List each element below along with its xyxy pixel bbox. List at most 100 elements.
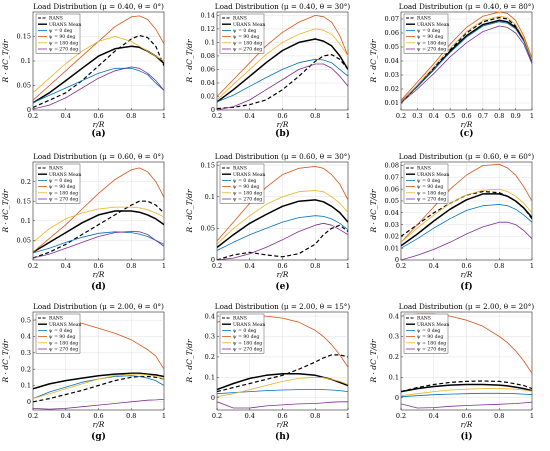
series-line-5 — [401, 15, 532, 102]
x-tick-label: 0.6 — [277, 262, 287, 270]
y-tick-label: 0.3 — [389, 333, 399, 341]
y-tick-label: 0.2 — [21, 365, 31, 373]
series-line-5 — [33, 373, 164, 399]
y-tick-label: 0.15 — [17, 197, 31, 205]
y-tick-label: 0.05 — [385, 43, 399, 51]
legend-entry: RANS — [417, 16, 431, 22]
series-line-3 — [217, 58, 348, 103]
legend-entry: URANS Mean — [417, 172, 449, 178]
x-tick-label: 0.2 — [396, 412, 406, 420]
panel-caption: (d) — [91, 282, 106, 292]
series-group — [33, 318, 164, 410]
y-tick-label: 0.1 — [205, 193, 215, 201]
x-tick-label: 1 — [346, 112, 350, 120]
y-axis-label: R · dC_T/dr — [185, 339, 194, 383]
legend-entry: ψ = 270 deg — [233, 197, 262, 203]
series-line-4 — [33, 15, 164, 101]
legend-entry: ψ = 180 deg — [417, 190, 446, 196]
x-axis-label: r/R — [277, 270, 289, 279]
legend-entry: ψ = 0 deg — [49, 178, 72, 184]
chart-panel-6: 0.2 0.4 0.6 0.8 1 0 0.01 0.02 0.03 0.04 0.05 0.06 0.… — [369, 152, 534, 279]
legend-entry: ψ = 0 deg — [417, 28, 440, 34]
legend-entry: ψ = 180 deg — [417, 40, 446, 46]
legend-entry: ψ = 270 deg — [49, 197, 78, 203]
legend-entry: ψ = 90 deg — [417, 184, 443, 190]
y-tick-label: 0.3 — [205, 333, 215, 341]
series-group — [217, 15, 348, 110]
legend-entry: ψ = 270 deg — [417, 47, 446, 53]
y-tick-label: 0.04 — [201, 79, 215, 87]
legend-box — [403, 163, 449, 204]
y-tick-label: 0.03 — [385, 221, 399, 229]
legend-entry: ψ = 90 deg — [417, 334, 443, 340]
x-tick-label: 0.9 — [510, 112, 520, 120]
x-axis-label: r/R — [277, 120, 289, 129]
chart-title: Load Distribution (μ = 0.60, θ = 0°) — [33, 152, 164, 161]
series-line-4 — [401, 164, 532, 243]
y-axis-label: R · dC_T/dr — [369, 339, 378, 383]
legend-entry: URANS Mean — [49, 22, 81, 28]
y-tick-label: 0.02 — [385, 85, 399, 93]
x-tick-label: 0.4 — [245, 412, 255, 420]
x-tick-label: 0.4 — [61, 112, 71, 120]
y-tick-label: 0.08 — [385, 162, 399, 170]
chart-title: Load Distribution (μ = 0.60, θ = 30°) — [215, 152, 351, 161]
legend-entry: ψ = 180 deg — [233, 340, 262, 346]
y-tick-label: 0 — [395, 256, 399, 264]
panel-caption: (c) — [459, 129, 474, 139]
legend-entry: ψ = 270 deg — [417, 347, 446, 353]
legend-entry: ψ = 270 deg — [49, 347, 78, 353]
panel-caption: (i) — [460, 432, 473, 442]
chart-title: Load Distribution (μ = 0.40, θ = 80°) — [399, 2, 535, 11]
y-tick-label: 0.4 — [389, 312, 399, 320]
y-axis-label: R · dC_T/dr — [185, 189, 194, 233]
series-line-5 — [217, 28, 348, 101]
x-tick-label: 0.2 — [212, 412, 222, 420]
x-tick-label: 0.2 — [396, 262, 406, 270]
series-line-5 — [217, 376, 348, 398]
y-tick-label: 0 — [211, 394, 215, 402]
series-line-6 — [33, 66, 164, 110]
x-tick-label: 0.8 — [310, 112, 320, 120]
legend-entry: ψ = 180 deg — [417, 340, 446, 346]
legend-entry: RANS — [417, 166, 431, 172]
x-tick-label: 0.6 — [277, 412, 287, 420]
x-tick-label: 0.6 — [93, 262, 103, 270]
series-line-3 — [33, 231, 164, 254]
x-tick-label: 1 — [346, 262, 350, 270]
legend-entry: ψ = 270 deg — [233, 347, 262, 353]
legend-entry: ψ = 0 deg — [233, 328, 256, 334]
y-tick-label: 0 — [211, 106, 215, 114]
x-tick-label: 0.8 — [126, 112, 136, 120]
x-tick-label: 0.2 — [396, 112, 406, 120]
y-tick-label: 0.04 — [385, 209, 399, 217]
series-line-6 — [401, 25, 532, 104]
x-tick-label: 0.6 — [93, 112, 103, 120]
y-tick-label: 0.04 — [385, 57, 399, 65]
legend-box — [219, 13, 265, 54]
legend-entry: URANS Mean — [49, 172, 81, 178]
series-line-4 — [401, 12, 532, 101]
legend-entry: ψ = 180 deg — [49, 190, 78, 196]
chart-title: Load Distribution (μ = 2.00, θ = 20°) — [399, 302, 535, 311]
x-tick-label: 0.2 — [28, 112, 38, 120]
x-tick-label: 0.6 — [461, 412, 471, 420]
y-tick-label: 0.12 — [201, 25, 215, 33]
y-axis-label: R · dC_T/dr — [1, 39, 10, 83]
series-line-1 — [401, 380, 532, 393]
y-tick-label: 0.5 — [21, 316, 31, 324]
panel-caption: (a) — [91, 129, 106, 139]
series-line-1 — [217, 354, 348, 393]
y-tick-label: 0.05 — [17, 237, 31, 245]
x-axis-label: r/R — [93, 120, 105, 129]
y-tick-label: 0.05 — [17, 82, 31, 90]
legend-box — [35, 313, 81, 354]
series-line-3 — [33, 375, 164, 399]
legend-entry: RANS — [233, 316, 247, 322]
x-tick-label: 0.4 — [245, 112, 255, 120]
x-tick-label: 1 — [162, 262, 166, 270]
